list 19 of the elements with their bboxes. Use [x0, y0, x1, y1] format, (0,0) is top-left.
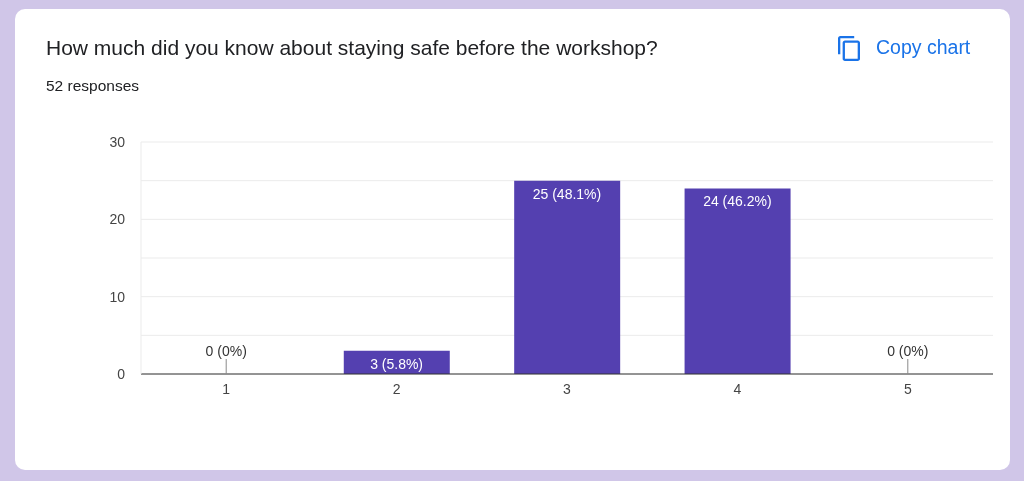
data-label: 24 (46.2%) [703, 193, 772, 210]
text: Copy chart [876, 35, 971, 59]
x-tick-label: 1 [222, 380, 231, 397]
data-label: 0 (0%) [205, 343, 247, 359]
data-label: 0 (0%) [887, 343, 929, 359]
bar [514, 180, 621, 374]
chart-title: How much did you know about staying safe before the workshop? [46, 35, 658, 61]
x-tick-label: 4 [733, 380, 742, 397]
x-tick-label: 2 [392, 380, 401, 397]
y-tick-label: 0 [117, 365, 126, 382]
y-tick-label: 20 [109, 211, 126, 228]
y-tick-label: 30 [109, 133, 126, 150]
y-tick-label: 10 [109, 288, 126, 305]
data-label: 25 (48.1%) [532, 185, 602, 202]
chart-subtitle: 52 responses [46, 76, 140, 96]
x-tick-label: 5 [903, 380, 912, 397]
x-tick-label: 3 [563, 380, 572, 397]
data-label: 3 (5.8%) [370, 355, 424, 372]
bar [684, 188, 791, 374]
